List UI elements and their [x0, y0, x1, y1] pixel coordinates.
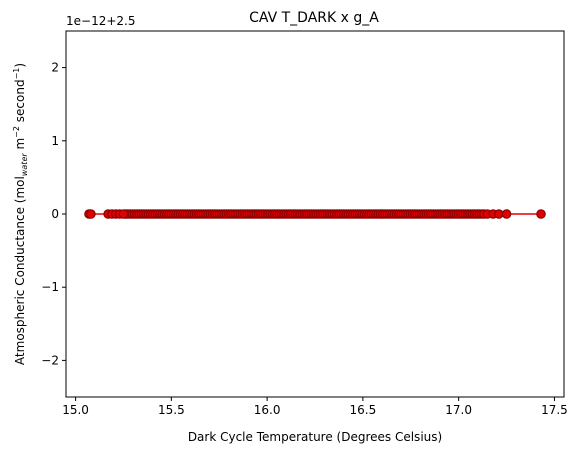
y-tick-label: 0 [51, 207, 59, 221]
x-tick-label: 17.5 [541, 403, 568, 417]
data-point [536, 209, 546, 219]
data-point [501, 209, 512, 219]
chart-title: CAV T_DARK x g_A [249, 10, 379, 26]
x-tick-label: 16.0 [254, 403, 281, 417]
x-axis-ticks: 15.0 15.5 16.0 16.5 17.0 17.5 [62, 397, 568, 417]
y-tick-label: 2 [51, 61, 59, 75]
y-tick-label: −2 [41, 353, 59, 367]
data-point [86, 209, 96, 219]
y-tick-label: −1 [41, 280, 59, 294]
y-offset-label: 1e−12+2.5 [66, 14, 135, 28]
x-tick-label: 15.5 [158, 403, 185, 417]
data-point [118, 209, 129, 219]
x-tick-label: 15.0 [62, 403, 89, 417]
x-tick-label: 16.5 [350, 403, 377, 417]
x-axis-label: Dark Cycle Temperature (Degrees Celsius) [188, 430, 442, 444]
y-axis-ticks: −2 −1 0 1 2 [41, 61, 66, 367]
y-tick-label: 1 [51, 134, 59, 148]
x-tick-label: 17.0 [445, 403, 472, 417]
plot-area [84, 209, 546, 219]
y-axis-label: Atmospheric Conductance (molwater m−2 se… [12, 63, 29, 365]
